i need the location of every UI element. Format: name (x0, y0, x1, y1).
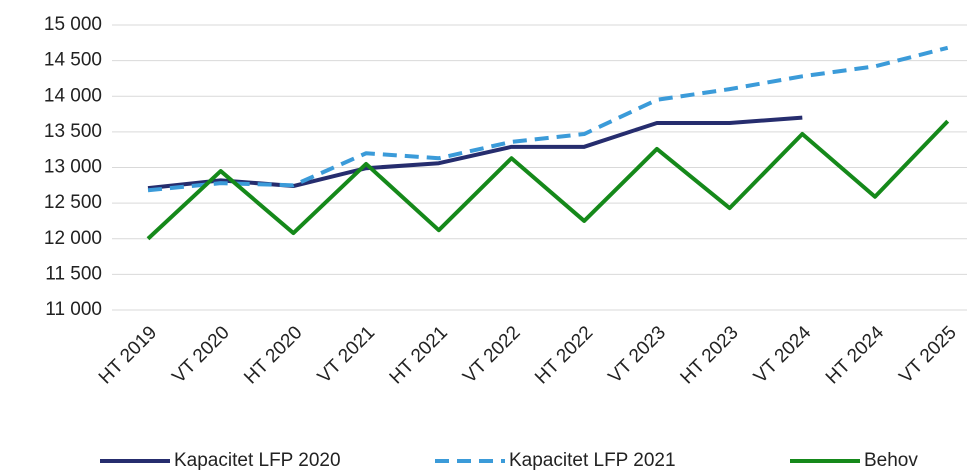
series-line (147, 115, 803, 191)
x-tick-label: VT 2024 (750, 322, 816, 388)
y-tick-label: 14 500 (44, 50, 102, 71)
x-tick-label: VT 2021 (314, 322, 379, 387)
y-tick-label: 12 000 (44, 228, 102, 249)
legend-label: Behov (864, 450, 918, 471)
x-tick-label: VT 2020 (168, 322, 233, 387)
x-tick-label: HT 2019 (95, 322, 161, 388)
x-tick-label: HT 2020 (240, 322, 306, 388)
x-tick-label: HT 2023 (677, 322, 743, 388)
x-tick-label: HT 2022 (531, 322, 597, 388)
x-tick-label: HT 2024 (822, 322, 888, 388)
series-line (147, 45, 949, 193)
legend-label: Kapacitet LFP 2021 (509, 450, 676, 471)
y-tick-label: 13 500 (44, 121, 102, 142)
series-line (146, 119, 950, 241)
y-tick-label: 12 500 (44, 192, 102, 213)
y-tick-label: 13 000 (44, 157, 102, 178)
x-tick-label: VT 2025 (895, 322, 960, 387)
y-tick-label: 11 500 (45, 263, 102, 284)
legend-label: Kapacitet LFP 2020 (174, 450, 341, 471)
x-tick-label: VT 2023 (605, 322, 670, 387)
y-tick-label: 11 000 (45, 299, 102, 320)
y-tick-label: 14 000 (44, 85, 102, 106)
x-tick-label: VT 2022 (459, 322, 524, 387)
y-tick-label: 15 000 (44, 14, 102, 35)
x-tick-label: HT 2021 (386, 322, 452, 388)
